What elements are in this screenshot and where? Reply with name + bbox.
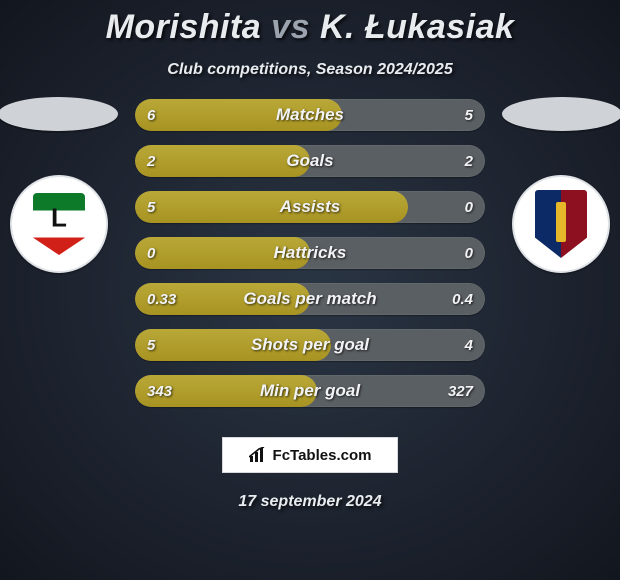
stat-row: 00Hattricks (135, 237, 485, 269)
bar-chart-icon (249, 447, 267, 463)
stat-bar-fill (135, 99, 342, 131)
stat-value-right: 2 (465, 145, 473, 177)
player1-name: Morishita (106, 8, 262, 46)
stat-bar-fill (135, 191, 408, 223)
stat-value-left: 5 (147, 329, 155, 361)
stat-row: 0.330.4Goals per match (135, 283, 485, 315)
stat-value-right: 0.4 (452, 283, 473, 315)
stat-row: 65Matches (135, 99, 485, 131)
brand-text: FcTables.com (273, 447, 372, 464)
stat-value-right: 0 (465, 191, 473, 223)
pedestal-ellipse-left (0, 97, 118, 131)
stat-value-right: 4 (465, 329, 473, 361)
stat-value-left: 0 (147, 237, 155, 269)
subtitle: Club competitions, Season 2024/2025 (0, 61, 620, 79)
stat-value-left: 343 (147, 375, 172, 407)
stat-value-left: 5 (147, 191, 155, 223)
stat-value-right: 5 (465, 99, 473, 131)
club-crest-left (10, 175, 108, 273)
stat-row: 343327Min per goal (135, 375, 485, 407)
stat-row: 22Goals (135, 145, 485, 177)
club-crest-right (512, 175, 610, 273)
stat-value-left: 2 (147, 145, 155, 177)
pedestal-ellipse-right (502, 97, 620, 131)
stat-bar-fill (135, 329, 331, 361)
stat-bar-fill (135, 237, 310, 269)
player2-name: K. Łukasiak (320, 8, 514, 46)
stat-row: 54Shots per goal (135, 329, 485, 361)
brand-badge: FcTables.com (222, 437, 398, 473)
date-label: 17 september 2024 (0, 493, 620, 511)
stat-value-right: 327 (448, 375, 473, 407)
stat-value-left: 0.33 (147, 283, 176, 315)
comparison-title: Morishita vs K. Łukasiak (0, 0, 620, 47)
stat-row: 50Assists (135, 191, 485, 223)
stat-value-left: 6 (147, 99, 155, 131)
comparison-stage: 65Matches22Goals50Assists00Hattricks0.33… (0, 97, 620, 437)
stat-bar-fill (135, 145, 310, 177)
stat-value-right: 0 (465, 237, 473, 269)
stat-bars: 65Matches22Goals50Assists00Hattricks0.33… (135, 99, 485, 421)
vs-label: vs (271, 8, 310, 46)
